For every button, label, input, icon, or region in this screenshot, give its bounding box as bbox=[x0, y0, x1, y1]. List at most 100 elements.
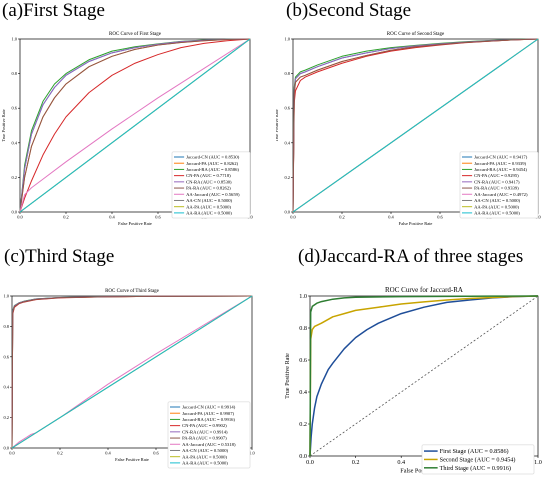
legend-entry-pa-ra-auc-0-8262: PA-RA (AUC = 0.8262) bbox=[186, 186, 231, 191]
y-tick-label: 0.6 bbox=[285, 106, 291, 111]
y-tick-label: 0.0 bbox=[4, 446, 10, 451]
y-tick-label: 0.8 bbox=[285, 71, 291, 76]
legend-entry-aa-cn-auc-0-5000: AA-CN (AUC = 0.5000) bbox=[474, 198, 520, 203]
x-tick-label: 0.4 bbox=[388, 214, 394, 219]
legend-entry-aa-ra-auc-0-5000: AA-RA (AUC = 0.5000) bbox=[186, 211, 232, 216]
y-tick-label: 0.8 bbox=[12, 71, 18, 76]
series-line-aa-ra-auc-0-5000 bbox=[19, 38, 251, 213]
legend-entry-third-stage-auc-0-9916: Third Stage (AUC = 0.9916) bbox=[440, 465, 511, 472]
legend-entry-aa-ra-auc-0-5000: AA-RA (AUC = 0.5000) bbox=[474, 211, 520, 216]
y-tick-label: 0.0 bbox=[285, 210, 291, 215]
legend-entry-aa-jaccard-auc-0-5659: AA-Jaccard (AUC = 0.5659) bbox=[186, 192, 240, 197]
y-tick-label: 0.4 bbox=[299, 389, 307, 396]
series-line-aa-jaccard-auc-0-5659 bbox=[19, 38, 251, 213]
legend-entry-aa-cn-auc-0-5000: AA-CN (AUC = 0.5000) bbox=[182, 448, 228, 453]
legend-entry-pa-ra-auc-0-9339: PA-RA (AUC = 0.9339) bbox=[474, 186, 519, 191]
legend-entry-aa-pa-auc-0-5000: AA-PA (AUC = 0.5000) bbox=[186, 204, 231, 209]
x-tick-label: 0.6 bbox=[437, 214, 443, 219]
y-axis-label: True Positive Rate bbox=[284, 353, 291, 399]
chart-title: ROC Curve of Second Stage bbox=[387, 32, 445, 37]
x-tick-label: 0.2 bbox=[63, 214, 69, 219]
x-tick-label: 0.6 bbox=[153, 450, 159, 455]
y-tick-label: 0.4 bbox=[12, 140, 18, 145]
y-axis-label: True Positive Rate bbox=[276, 109, 279, 142]
series-line-second-stage-auc-0-9454 bbox=[309, 295, 539, 457]
y-tick-label: 0.2 bbox=[299, 421, 307, 428]
panel-label-c: (c)Third Stage bbox=[4, 246, 115, 267]
x-tick-label: 1.0 bbox=[249, 450, 255, 455]
x-tick-label: 0.2 bbox=[57, 450, 63, 455]
panel-label-b: (b)Second Stage bbox=[286, 0, 412, 21]
x-tick-label: 0.2 bbox=[339, 214, 345, 219]
roc-chart-jaccard-ra: ROC Curve for Jaccard-RA 0.00.0 0.2 0.2 0.4 0… bbox=[284, 286, 542, 475]
legend-entry-cn-ra-auc-0-9417: CN-RA (AUC = 0.9417) bbox=[474, 179, 520, 184]
x-tick-label: 1.0 bbox=[247, 214, 253, 219]
x-tick-label: 1.0 bbox=[534, 459, 542, 466]
legend-box bbox=[167, 401, 251, 469]
legend-box bbox=[459, 151, 539, 219]
series-line-third-stage-auc-0-9916 bbox=[309, 295, 539, 457]
legend-entry-jaccard-ra-auc-0-8586: Jaccard-RA (AUC = 0.8586) bbox=[186, 167, 239, 172]
chart-title: ROC Curve for Jaccard-RA bbox=[385, 286, 463, 294]
y-tick-label: 0.2 bbox=[285, 175, 291, 180]
legend-entry-cn-pa-auc-0-9902: CN-PA (AUC = 0.9902) bbox=[182, 423, 227, 428]
diagonal-reference-line bbox=[309, 295, 539, 457]
x-tick-label: 0.0 bbox=[306, 459, 314, 466]
series-line-aa-ra-auc-0-5000 bbox=[292, 38, 539, 213]
y-tick-label: 0.8 bbox=[4, 324, 10, 329]
x-tick-label: 0.0 bbox=[17, 214, 23, 219]
legend-entry-cn-pa-auc-0-7718: CN-PA (AUC = 0.7718) bbox=[186, 173, 231, 178]
legend-box bbox=[421, 444, 535, 475]
roc-chart-second-stage: ROC Curve of Second Stage 0.00.0 0.2 0.2 0.4… bbox=[276, 32, 542, 226]
legend-entry-jaccard-cn-auc-0-9417: Jaccard-CN (AUC = 0.9417) bbox=[474, 155, 528, 160]
panel-label-d: (d)Jaccard-RA of three stages bbox=[298, 246, 524, 267]
legend-entry-aa-pa-auc-0-5000: AA-PA (AUC = 0.5000) bbox=[474, 204, 519, 209]
x-axis-label: False Positive Rate bbox=[118, 221, 152, 226]
legend-box bbox=[171, 151, 251, 219]
x-tick-label: 0.4 bbox=[109, 214, 115, 219]
legend-entry-cn-ra-auc-0-9914: CN-RA (AUC = 0.9914) bbox=[182, 429, 228, 434]
legend-entry-second-stage-auc-0-9454: Second Stage (AUC = 0.9454) bbox=[440, 457, 516, 464]
legend-entry-jaccard-pa-auc-0-8262: Jaccard-PA (AUC = 0.8262) bbox=[186, 161, 238, 166]
y-tick-label: 0.4 bbox=[4, 385, 10, 390]
x-tick-label: 0.6 bbox=[155, 214, 161, 219]
roc-chart-first-stage: ROC Curve of First Stage 0.00.0 0.2 0.2 0.4 0… bbox=[1, 32, 254, 226]
panel-label-a: (a)First Stage bbox=[2, 0, 105, 21]
y-axis-label: True Positive Rate bbox=[1, 109, 6, 142]
legend-entry-jaccard-pa-auc-0-9339: Jaccard-PA (AUC = 0.9339) bbox=[474, 161, 526, 166]
x-tick-label: 0.2 bbox=[352, 459, 360, 466]
legend-entry-jaccard-cn-auc-0-9914: Jaccard-CN (AUC = 0.9914) bbox=[182, 405, 236, 410]
y-tick-label: 0.2 bbox=[4, 415, 10, 420]
y-tick-label: 0.4 bbox=[285, 140, 291, 145]
legend-entry-cn-pa-auc-0-9295: CN-PA (AUC = 0.9295) bbox=[474, 173, 519, 178]
legend-entry-first-stage-auc-0-8586: First Stage (AUC = 0.8586) bbox=[440, 448, 509, 455]
legend-entry-jaccard-cn-auc-0-8530: Jaccard-CN (AUC = 0.8530) bbox=[186, 155, 240, 160]
legend-entry-aa-jaccard-auc-0-5318: AA-Jaccard (AUC = 0.5318) bbox=[182, 442, 236, 447]
x-tick-label: 0.4 bbox=[105, 450, 111, 455]
series-line-cn-ra-auc-0-8530 bbox=[19, 38, 251, 213]
y-tick-label: 1.0 bbox=[4, 294, 10, 299]
series-line-aa-ra-auc-0-5000 bbox=[11, 295, 253, 449]
legend-entry-jaccard-ra-auc-0-9916: Jaccard-RA (AUC = 0.9916) bbox=[182, 417, 235, 422]
legend-entry-pa-ra-auc-0-9907: PA-RA (AUC = 0.9907) bbox=[182, 436, 227, 441]
y-tick-label: 0.0 bbox=[12, 210, 18, 215]
legend-entry-aa-pa-auc-0-5000: AA-PA (AUC = 0.5000) bbox=[182, 454, 227, 459]
y-tick-label: 0.6 bbox=[12, 106, 18, 111]
y-tick-label: 0.8 bbox=[299, 325, 307, 332]
y-tick-label: 1.0 bbox=[299, 293, 307, 300]
y-tick-label: 1.0 bbox=[12, 37, 18, 42]
x-tick-label: 0.0 bbox=[9, 450, 15, 455]
legend-entry-jaccard-pa-auc-0-9907: Jaccard-PA (AUC = 0.9907) bbox=[182, 411, 234, 416]
x-axis-label: False Positive Rate bbox=[115, 457, 149, 462]
y-tick-label: 0.2 bbox=[12, 175, 18, 180]
x-tick-label: 0.0 bbox=[290, 214, 296, 219]
series-line-first-stage-auc-0-8586 bbox=[309, 295, 539, 457]
legend-entry-aa-ra-auc-0-5000: AA-RA (AUC = 0.5000) bbox=[182, 461, 228, 466]
y-tick-label: 0.6 bbox=[299, 357, 307, 364]
x-tick-label: 1.0 bbox=[535, 214, 541, 219]
legend-entry-aa-jaccard-auc-0-4972: AA-Jaccard (AUC = 0.4972) bbox=[474, 192, 528, 197]
chart-title: ROC Curve of First Stage bbox=[109, 32, 162, 37]
legend-entry-jaccard-ra-auc-0-9454: Jaccard-RA (AUC = 0.9454) bbox=[474, 167, 527, 172]
series-line-pa-ra-auc-0-9339 bbox=[292, 38, 539, 213]
series-line-cn-pa-auc-0-7718 bbox=[19, 38, 251, 213]
